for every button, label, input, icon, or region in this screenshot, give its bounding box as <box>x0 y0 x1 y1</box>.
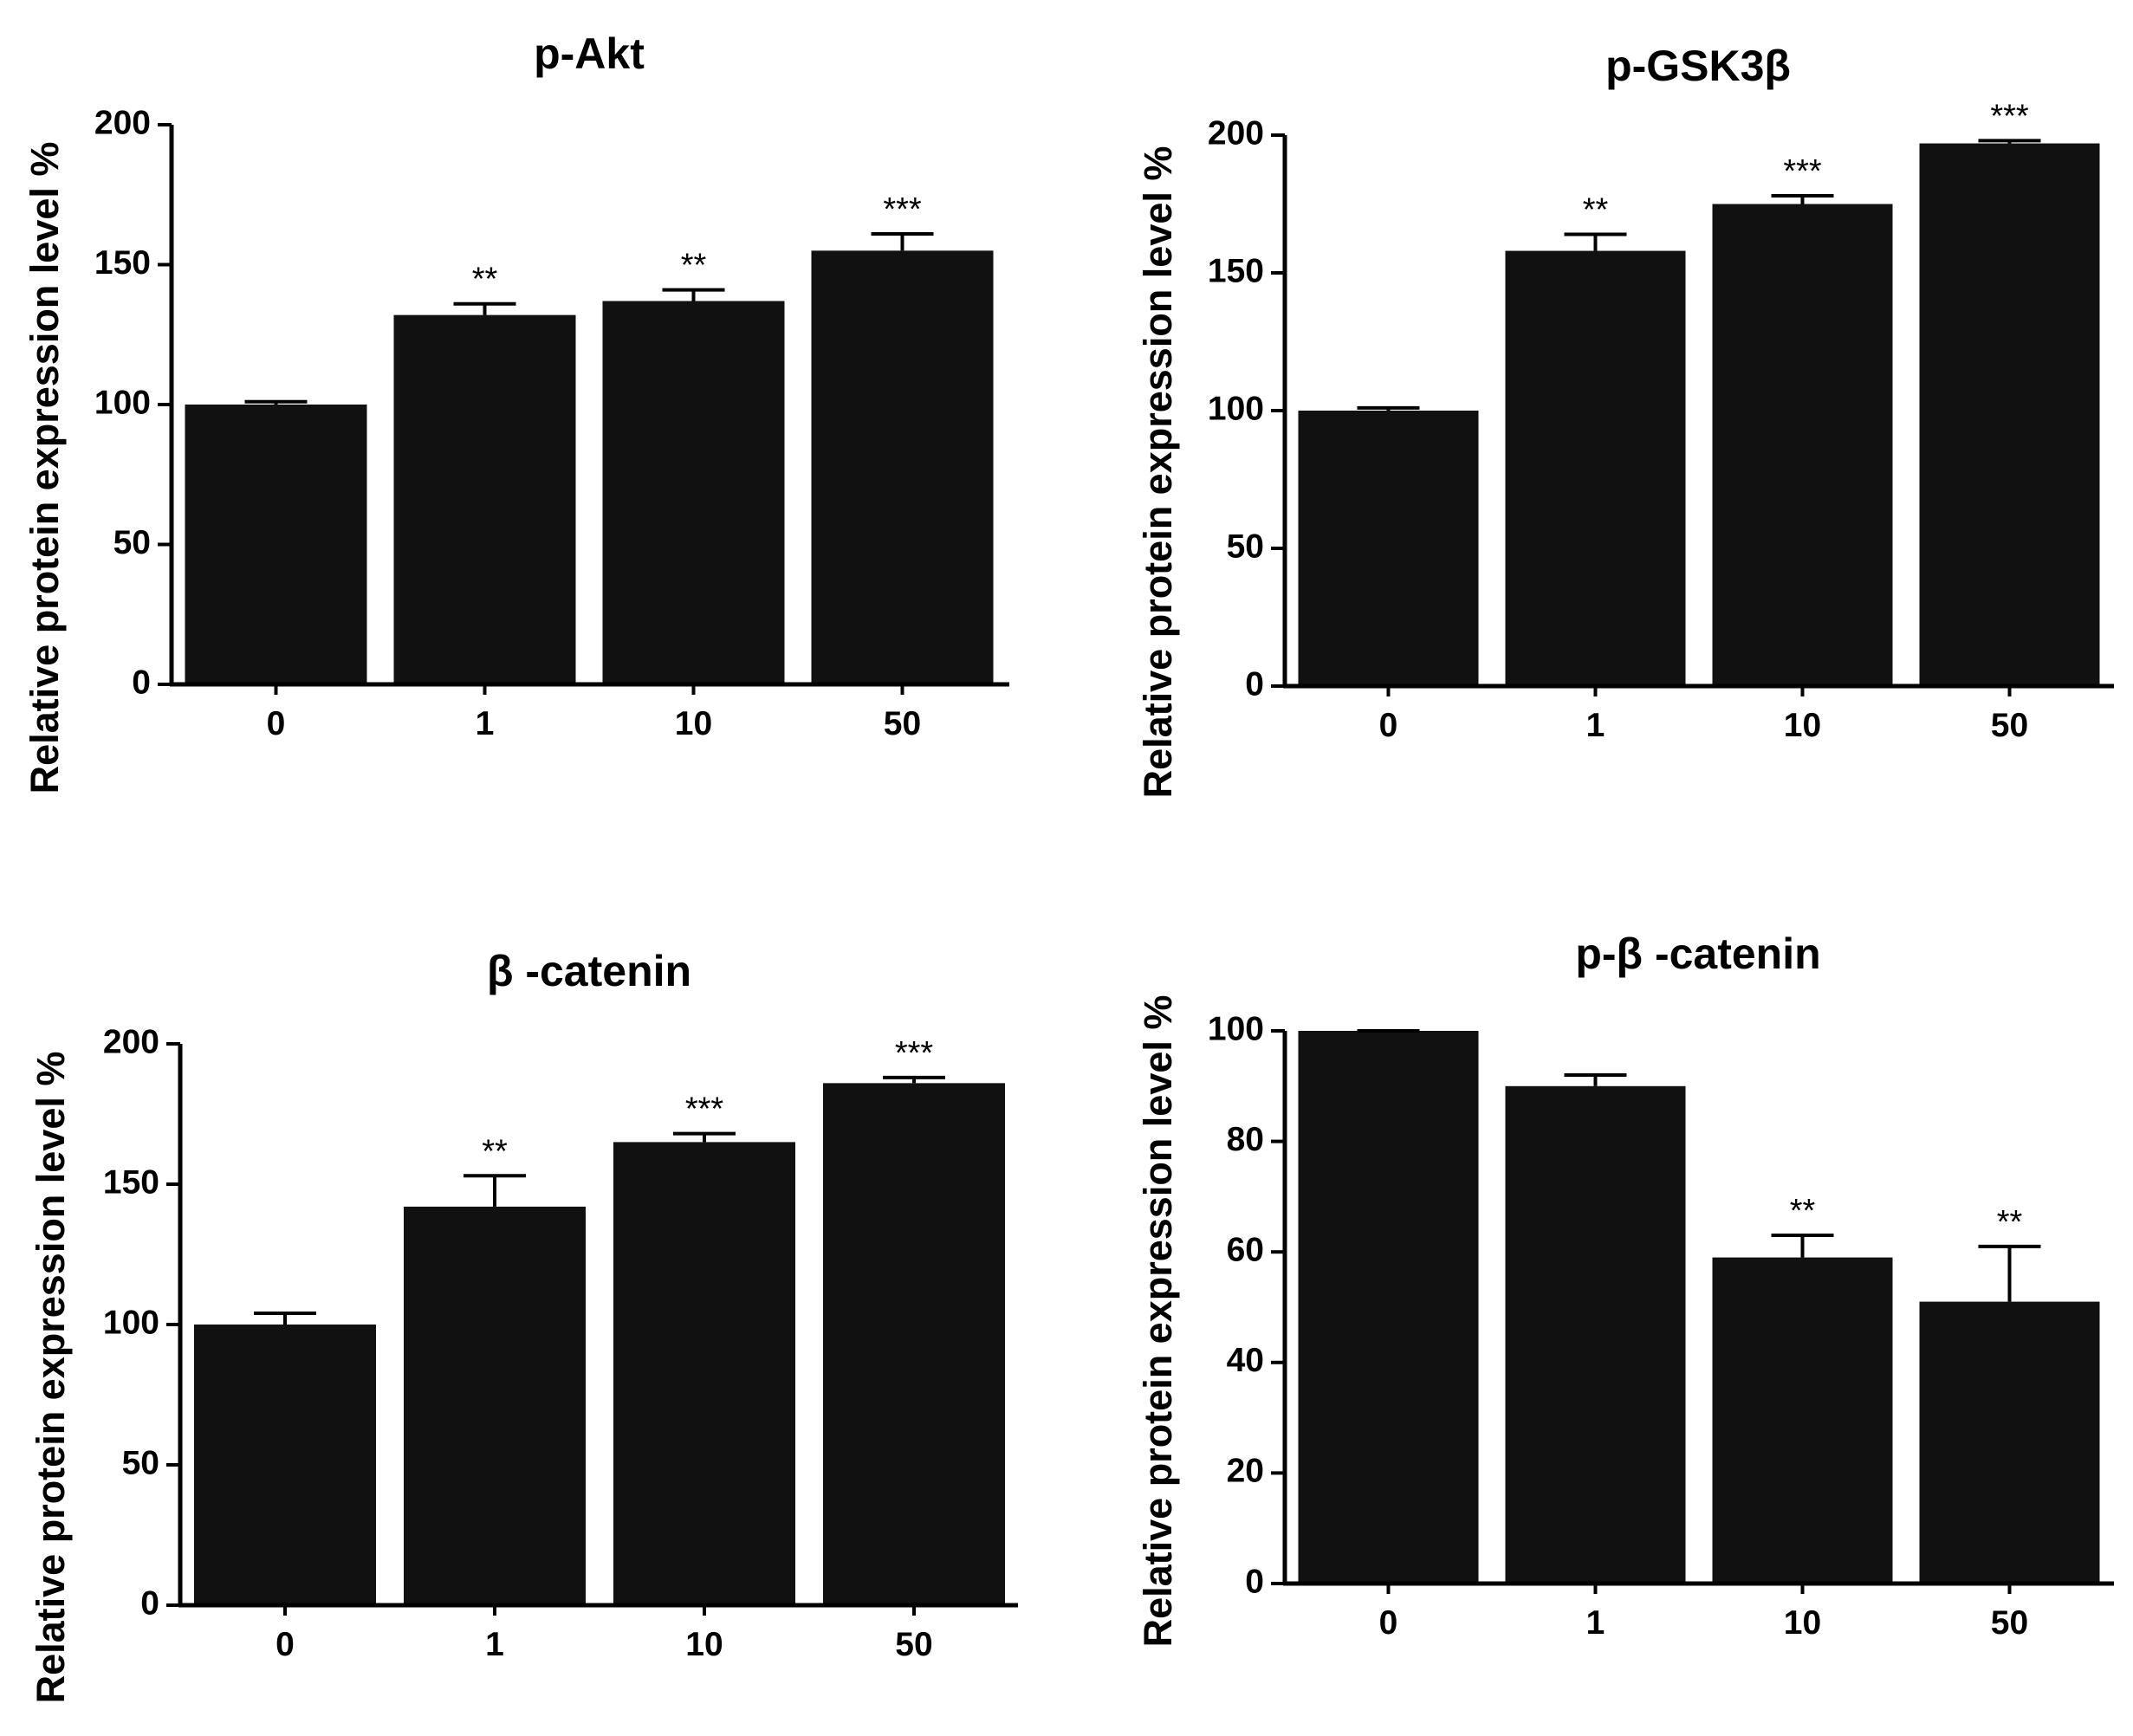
significance-label: *** <box>883 191 922 228</box>
x-tick-label: 10 <box>1784 707 1821 744</box>
x-tick-label: 0 <box>1379 1604 1398 1642</box>
bar-10 <box>613 1142 795 1605</box>
y-axis-label: Relative protein expression level % <box>23 142 67 794</box>
y-tick-label: 0 <box>132 664 151 701</box>
bar-50 <box>1919 1301 2100 1584</box>
x-tick-label: 50 <box>884 705 921 742</box>
significance-label: ** <box>472 262 498 298</box>
y-tick-label: 200 <box>1208 114 1264 152</box>
x-tick-label: 0 <box>267 705 286 742</box>
y-tick-label: 100 <box>94 384 151 421</box>
y-tick-label: 100 <box>1208 1010 1264 1047</box>
bar-50 <box>811 250 994 684</box>
chart-4: p-β -catenin Relative protein expression … <box>1136 930 2114 1647</box>
x-tick-label: 10 <box>675 705 712 742</box>
x-tick-label: 10 <box>1784 1604 1821 1642</box>
y-tick-label: 100 <box>103 1304 159 1341</box>
significance-label: ** <box>1997 1204 2023 1240</box>
x-tick-label: 1 <box>485 1626 504 1663</box>
y-axis-label: Relative protein expression level % <box>1136 146 1180 799</box>
bar-0 <box>1298 1031 1479 1584</box>
x-tick-label: 10 <box>685 1626 723 1663</box>
bar-10 <box>602 301 785 684</box>
chart-title: p-Akt <box>534 29 645 78</box>
x-tick-label: 0 <box>276 1626 295 1663</box>
y-tick-label: 200 <box>103 1023 159 1060</box>
chart-title: p-GSK3β <box>1605 42 1791 90</box>
y-tick-label: 50 <box>113 524 151 561</box>
significance-label: *** <box>1990 98 2029 134</box>
y-tick-label: 20 <box>1227 1453 1264 1490</box>
y-tick-label: 150 <box>1208 252 1264 289</box>
y-tick-label: 40 <box>1227 1342 1264 1379</box>
chart-title: p-β -catenin <box>1575 930 1820 978</box>
chart-1: p-Akt Relative protein expression level %… <box>23 29 1009 794</box>
bar-0 <box>185 405 367 684</box>
x-tick-label: 1 <box>1586 707 1605 744</box>
x-tick-label: 0 <box>1379 707 1398 744</box>
bar-0 <box>1298 411 1479 686</box>
bar-1 <box>1505 1085 1686 1584</box>
x-tick-label: 1 <box>1586 1604 1605 1642</box>
significance-label: ** <box>681 248 707 284</box>
y-tick-label: 80 <box>1227 1121 1264 1158</box>
x-tick-label: 50 <box>895 1626 932 1663</box>
bar-0 <box>194 1325 376 1605</box>
significance-label: *** <box>1783 153 1822 190</box>
y-tick-label: 200 <box>94 104 151 141</box>
x-tick-label: 50 <box>1991 1604 2028 1642</box>
significance-label: *** <box>895 1035 934 1072</box>
y-axis-label: Relative protein expression level % <box>1136 995 1180 1648</box>
bar-1 <box>1505 250 1686 686</box>
significance-label: ** <box>482 1133 508 1169</box>
bar-10 <box>1712 204 1893 686</box>
y-tick-label: 0 <box>140 1584 159 1622</box>
significance-label: *** <box>685 1091 724 1128</box>
significance-label: ** <box>1790 1193 1816 1229</box>
chart-title: β -catenin <box>487 947 691 995</box>
bar-1 <box>393 314 576 684</box>
y-tick-label: 50 <box>122 1444 159 1481</box>
chart-3: β -catenin Relative protein expression le… <box>29 947 1018 1703</box>
bar-1 <box>404 1206 586 1605</box>
y-tick-label: 150 <box>103 1163 159 1201</box>
y-tick-label: 60 <box>1227 1231 1264 1268</box>
y-tick-label: 50 <box>1227 528 1264 565</box>
y-tick-label: 150 <box>94 244 151 282</box>
bar-10 <box>1712 1257 1893 1584</box>
x-tick-label: 50 <box>1991 707 2028 744</box>
significance-label: ** <box>1583 191 1609 228</box>
y-tick-label: 0 <box>1245 1563 1264 1600</box>
bar-50 <box>1919 143 2100 687</box>
bar-50 <box>823 1083 1005 1605</box>
y-axis-label: Relative protein expression level % <box>29 1052 73 1704</box>
chart-2: p-GSK3β Relative protein expression level… <box>1136 42 2114 798</box>
y-tick-label: 100 <box>1208 390 1264 427</box>
x-tick-label: 1 <box>476 705 495 742</box>
y-tick-label: 0 <box>1245 665 1264 703</box>
